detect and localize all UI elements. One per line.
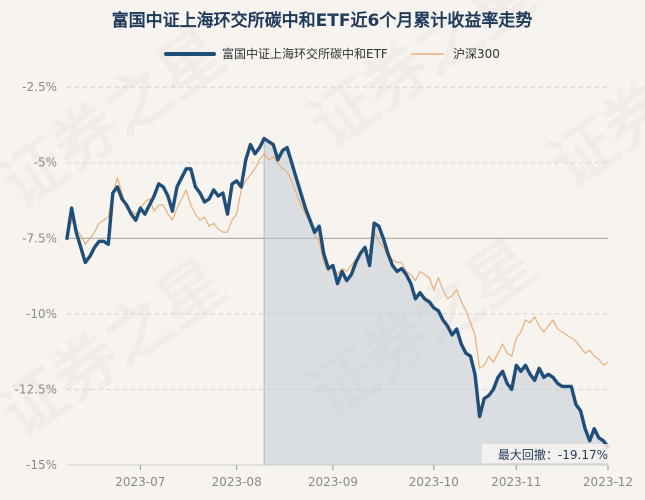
legend-label-hs300: 沪深300 xyxy=(453,47,500,61)
y-tick-label: -7.5% xyxy=(22,231,57,245)
series-line-etf xyxy=(65,136,610,449)
watermark-text: 证券之星 xyxy=(537,0,645,203)
y-tick-label: -5% xyxy=(34,156,57,170)
y-axis: -2.5% -5% -7.5% -10% -12.5% -15% xyxy=(15,80,57,472)
y-tick-label: -15% xyxy=(26,458,57,472)
y-tick-label: -2.5% xyxy=(22,80,57,94)
watermark-text: 证券之星 xyxy=(0,246,239,453)
x-tick-label: 2023-11 xyxy=(491,475,541,489)
legend-label-etf: 富国中证上海环交所碳中和ETF xyxy=(222,46,388,61)
x-tick-label: 2023-08 xyxy=(212,475,262,489)
x-tick-label: 2023-12 xyxy=(583,475,633,489)
x-tick-label: 2023-07 xyxy=(115,475,165,489)
series-line-hs300 xyxy=(66,153,609,369)
legend: 富国中证上海环交所碳中和ETF 沪深300 xyxy=(164,46,500,61)
chart-title: 富国中证上海环交所碳中和ETF近6个月累计收益率走势 xyxy=(112,10,533,31)
max-drawdown-annotation: 最大回撤：-19.17% xyxy=(498,447,608,462)
annotation-bg xyxy=(482,444,612,463)
grid xyxy=(67,86,608,466)
x-tick-label: 2023-09 xyxy=(308,475,358,489)
y-tick-label: -12.5% xyxy=(15,382,57,396)
series-layer xyxy=(65,136,610,449)
y-tick-label: -10% xyxy=(26,307,57,321)
x-tick-label: 2023-10 xyxy=(409,475,459,489)
drawdown-area-layer xyxy=(263,138,608,465)
x-axis: 2023-07 2023-08 2023-09 2023-10 2023-11 2023-… xyxy=(115,465,633,489)
drawdown-area xyxy=(264,138,608,465)
